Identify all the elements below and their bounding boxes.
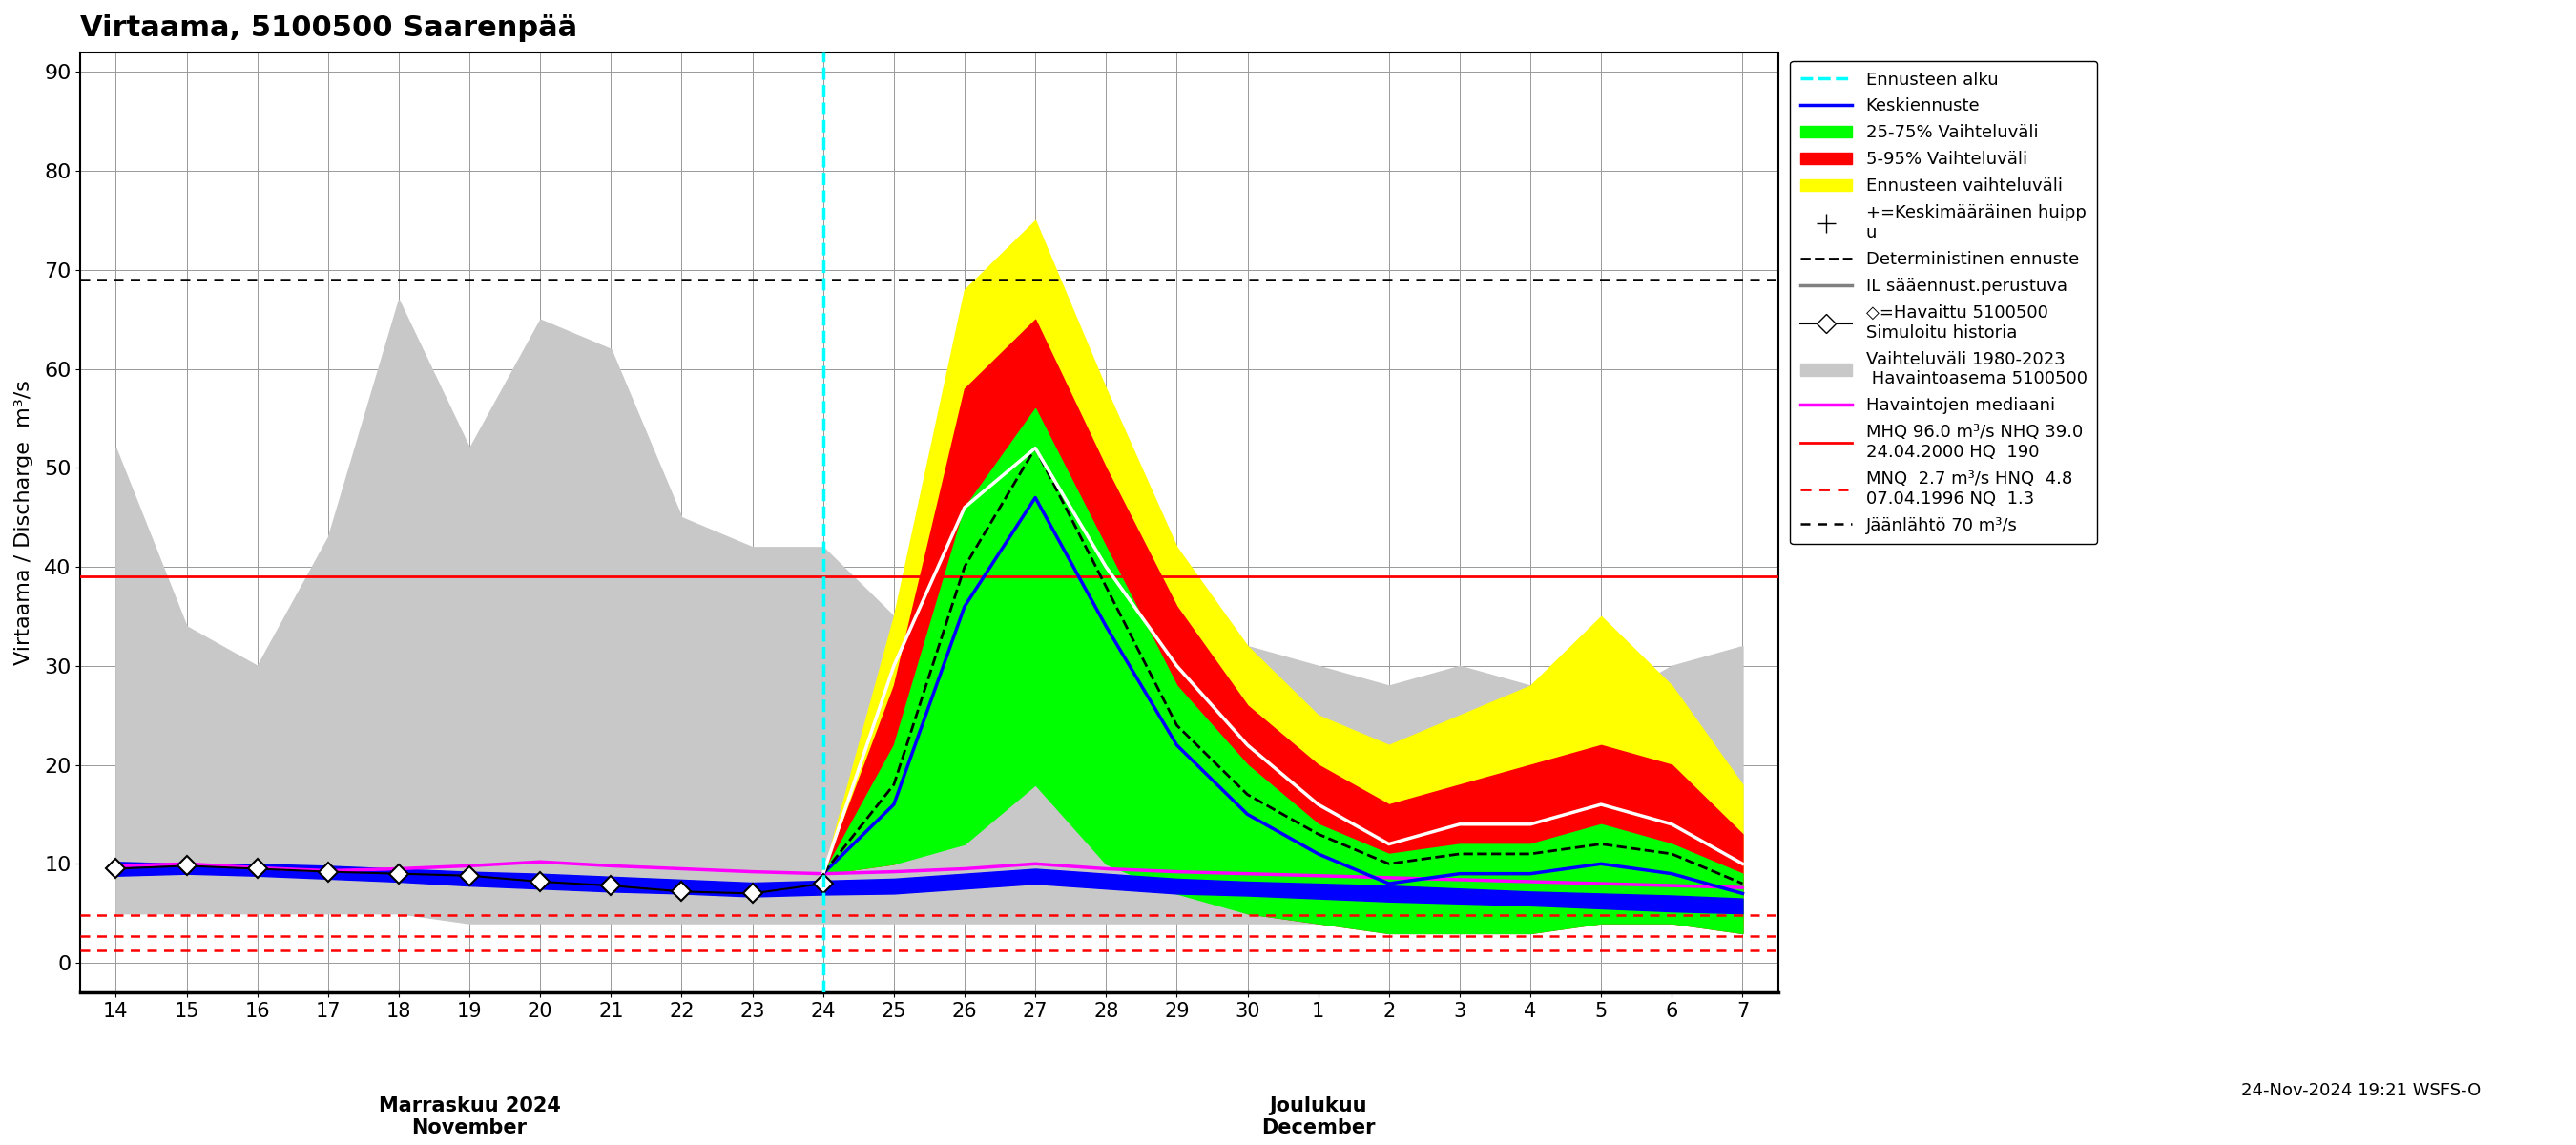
Text: Marraskuu 2024
November: Marraskuu 2024 November bbox=[379, 1096, 562, 1137]
Y-axis label: Virtaama / Discharge  m³/s: Virtaama / Discharge m³/s bbox=[15, 380, 33, 665]
Text: 24-Nov-2024 19:21 WSFS-O: 24-Nov-2024 19:21 WSFS-O bbox=[2241, 1082, 2481, 1099]
Text: Joulukuu
December: Joulukuu December bbox=[1262, 1096, 1376, 1137]
Legend: Ennusteen alku, Keskiennuste, 25-75% Vaihteluväli, 5-95% Vaihteluväli, Ennusteen: Ennusteen alku, Keskiennuste, 25-75% Vai… bbox=[1790, 61, 2097, 544]
Text: Virtaama, 5100500 Saarenpää: Virtaama, 5100500 Saarenpää bbox=[80, 14, 577, 42]
